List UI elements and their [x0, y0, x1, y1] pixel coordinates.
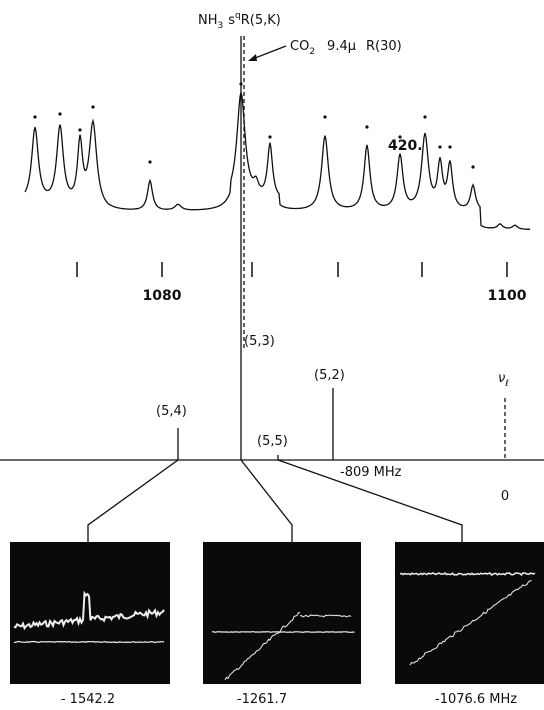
peak-dot: [423, 115, 426, 118]
arrow-head: [248, 54, 257, 61]
oscilloscope-inset: [395, 542, 544, 684]
laser-line: R(30): [366, 39, 402, 54]
peak-dot: [448, 145, 451, 148]
branch: R(5,K): [241, 13, 281, 28]
spectrum-trace: [25, 92, 530, 229]
laser-label: CO2 9.4μ R(30): [290, 39, 402, 57]
laser-name: CO: [290, 39, 309, 54]
tick-label: 1080: [143, 288, 182, 304]
peak-dot: [78, 128, 81, 131]
peak-dot: [268, 135, 271, 138]
peak-dot: [323, 115, 326, 118]
tick-label: 1100: [488, 288, 527, 304]
zero-label: 0: [501, 489, 509, 504]
peak-label: 420.: [388, 138, 423, 154]
peak-dot: [365, 125, 368, 128]
figure: NH3sqR(5,K) CO29.4μR(30) 420. 1080 1100 …: [0, 0, 544, 710]
nu: ν: [498, 371, 505, 386]
peak-dot: [438, 145, 441, 148]
inset-label: -1076.6 MHz: [435, 692, 517, 707]
oscilloscope-inset: [203, 542, 361, 684]
stick-label: (5,5): [257, 434, 288, 449]
peak-dot: [239, 82, 242, 85]
stick-label: (5,4): [156, 404, 187, 419]
peak-dot: [148, 160, 151, 163]
stick-label: (5,2): [314, 368, 345, 383]
scope-trace: [212, 632, 355, 633]
molecule: NH: [198, 13, 218, 28]
nu-subscript: ℓ: [504, 379, 509, 389]
laser-symbol: νℓ: [498, 371, 509, 389]
offset-label: -809 MHz: [340, 465, 402, 480]
peak-dot: [58, 112, 61, 115]
peak-dot: [33, 115, 36, 118]
laser-subscript: 2: [309, 47, 315, 57]
inset-label: -1261.7: [237, 692, 287, 707]
stick-label: (5,3): [244, 334, 275, 349]
peak-dot: [91, 105, 94, 108]
peak-dot: [471, 165, 474, 168]
connector: [241, 460, 292, 542]
connector: [88, 460, 178, 542]
inset-label: - 1542.2: [61, 692, 115, 707]
molecule-subscript: 3: [218, 21, 224, 31]
laser-wavelength: 9.4μ: [327, 39, 356, 54]
